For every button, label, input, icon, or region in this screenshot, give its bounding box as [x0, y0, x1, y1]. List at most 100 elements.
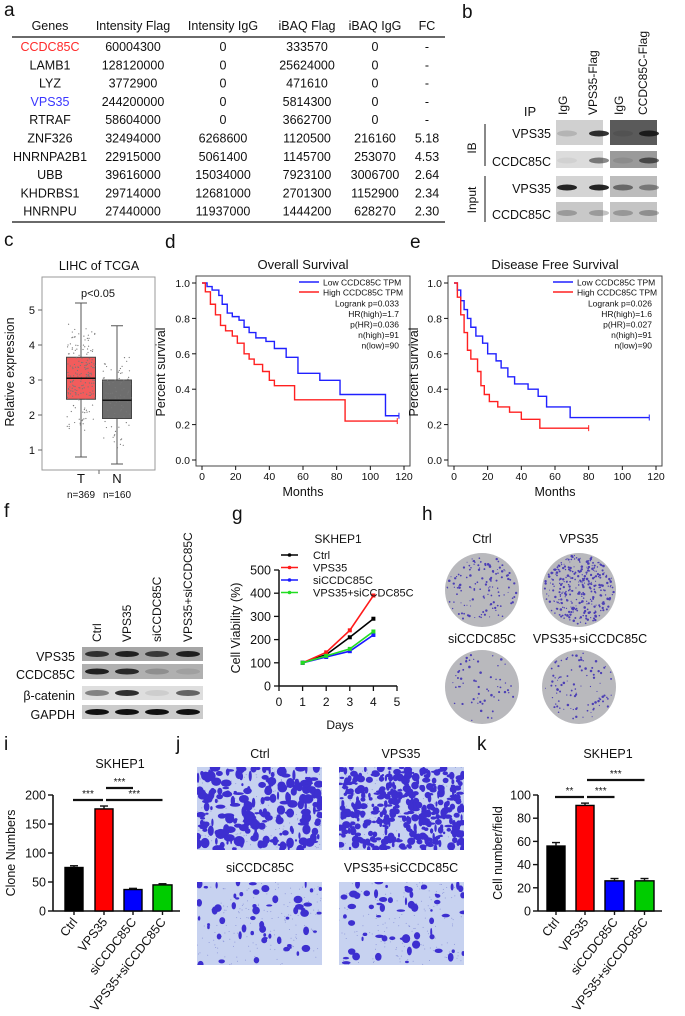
pore	[293, 768, 295, 770]
colony	[459, 574, 462, 577]
pore	[290, 893, 292, 895]
colony	[478, 567, 481, 569]
blot-band	[613, 157, 633, 164]
cell-cluster	[461, 950, 464, 956]
pore	[266, 893, 268, 895]
cell-cluster	[397, 832, 401, 838]
survival-curve-low	[202, 282, 399, 417]
cell-cluster	[365, 776, 373, 783]
data-point	[120, 438, 123, 440]
cell-cluster	[341, 829, 349, 835]
data-point	[72, 404, 75, 407]
cell-cluster	[434, 824, 437, 832]
cell-cluster	[203, 841, 209, 845]
colony	[551, 696, 554, 699]
pore	[290, 914, 292, 916]
colony	[593, 588, 596, 591]
colony	[503, 594, 505, 596]
colony	[549, 582, 552, 584]
pore	[422, 963, 424, 965]
colony	[448, 601, 451, 603]
pore	[368, 913, 370, 915]
cell-cluster	[254, 812, 260, 815]
cell-cluster	[348, 846, 352, 850]
data-point	[68, 388, 70, 391]
colony	[594, 570, 596, 572]
pore	[314, 932, 316, 934]
table-cell: 22915000	[105, 150, 161, 164]
cell-cluster	[342, 821, 351, 829]
pore	[275, 829, 277, 831]
cell-cluster	[214, 829, 221, 836]
cell-cluster	[218, 959, 225, 964]
data-point	[114, 412, 116, 415]
y-tick-label: 0	[264, 680, 271, 694]
data-point	[130, 397, 132, 399]
cell-cluster	[447, 952, 454, 962]
pore	[236, 956, 238, 958]
bar-VPS35	[94, 808, 114, 912]
colony	[602, 609, 605, 612]
cell-cluster	[429, 934, 435, 940]
cell-cluster	[250, 930, 255, 936]
colony	[510, 685, 512, 687]
colony	[605, 608, 608, 611]
colony	[585, 571, 588, 574]
colony	[573, 695, 577, 698]
blot-band	[557, 157, 577, 164]
data-point	[74, 392, 76, 394]
colony	[554, 677, 556, 679]
pore	[257, 904, 259, 906]
colony	[484, 583, 488, 586]
colony	[469, 654, 473, 657]
colony	[452, 582, 455, 585]
pore	[210, 886, 212, 888]
colony	[556, 705, 559, 708]
colony	[483, 597, 486, 599]
cell-cluster	[354, 823, 361, 830]
migrated-cells	[339, 767, 464, 850]
cell-cluster	[215, 837, 218, 845]
legend-label: High CCDC85C TPM	[577, 288, 657, 298]
cell-cluster	[292, 769, 296, 781]
data-point	[86, 337, 88, 339]
cell-cluster	[371, 771, 380, 777]
blot-band	[639, 184, 659, 191]
cell-cluster	[411, 903, 419, 912]
data-point	[67, 393, 70, 395]
pore	[204, 835, 206, 837]
cell-cluster	[215, 770, 223, 777]
data-point	[120, 409, 122, 411]
table-cell: 32494000	[105, 132, 161, 146]
colony	[457, 613, 460, 616]
pore	[423, 908, 425, 910]
table-cell: 3662700	[283, 113, 332, 127]
data-point	[125, 422, 127, 424]
data-point	[79, 424, 81, 426]
data-point	[92, 379, 94, 381]
colony	[570, 600, 572, 602]
cell-cluster	[296, 951, 300, 956]
colony	[592, 561, 594, 564]
y-axis-label: Percent survival	[154, 328, 168, 417]
cell-cluster	[215, 882, 218, 889]
pore	[270, 835, 272, 837]
cell-cluster	[197, 832, 202, 841]
pore	[316, 901, 318, 903]
data-point	[80, 380, 82, 382]
pore	[216, 924, 218, 926]
pore	[419, 882, 421, 884]
colony	[565, 590, 567, 593]
data-point	[92, 393, 94, 395]
pore	[300, 811, 302, 813]
cell-cluster	[356, 817, 360, 822]
colony	[474, 616, 476, 619]
data-point	[72, 379, 75, 381]
pore	[244, 959, 246, 961]
colony	[566, 675, 569, 677]
cell-cluster	[268, 933, 272, 939]
colony	[557, 601, 559, 604]
pore	[348, 963, 350, 965]
data-point	[84, 339, 86, 341]
